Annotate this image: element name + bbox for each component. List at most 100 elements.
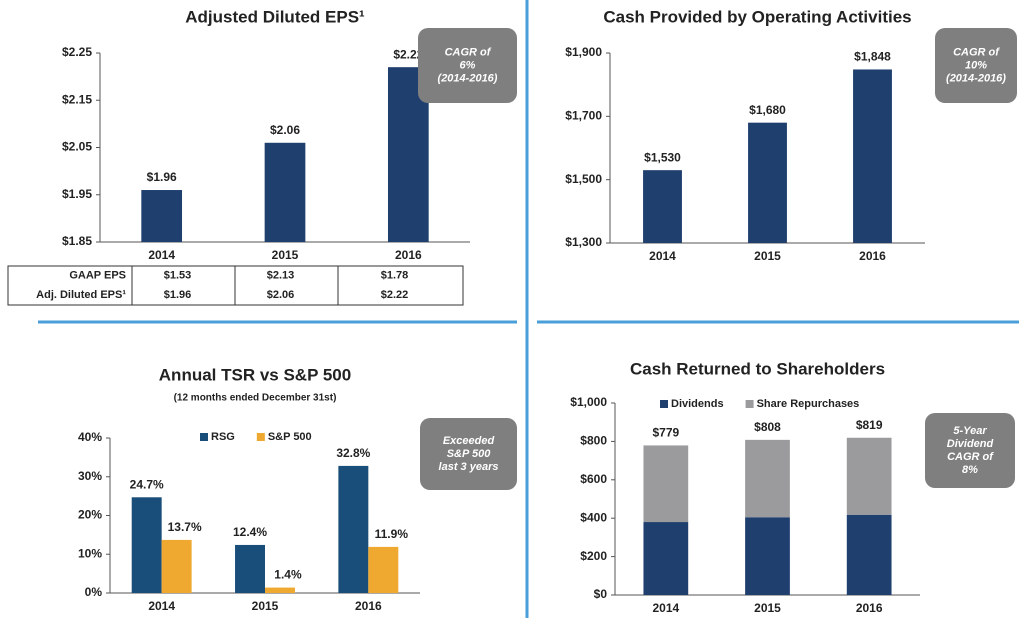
- callout-box: [935, 28, 1017, 103]
- bar: [338, 465, 369, 593]
- table-row-label: GAAP EPS: [69, 270, 126, 282]
- callout-text: (2014-2016): [946, 72, 1006, 84]
- legend-label: Dividends: [671, 398, 724, 410]
- bar-segment: [745, 439, 790, 518]
- bar: [748, 122, 787, 243]
- bar: [131, 497, 162, 593]
- total-label: $808: [754, 420, 781, 434]
- bar: [264, 142, 306, 242]
- value-label: $2.22: [393, 47, 423, 61]
- callout-box: [418, 28, 517, 103]
- y-tick-label: $1,000: [570, 395, 607, 409]
- callout-text: Exceeded: [443, 435, 495, 447]
- x-tick-label: 2016: [395, 248, 422, 262]
- value-label: $1.96: [147, 170, 177, 184]
- value-label: $1,848: [854, 50, 891, 64]
- callout-text: (2014-2016): [438, 72, 498, 84]
- bar-segment: [643, 445, 689, 523]
- x-tick-label: 2015: [272, 248, 299, 262]
- y-tick-label: $2.15: [62, 92, 92, 106]
- y-tick-label: $1.85: [62, 234, 92, 248]
- bar: [643, 170, 682, 243]
- value-label: 24.7%: [130, 477, 164, 491]
- total-label: $819: [856, 418, 883, 432]
- x-tick-label: 2015: [252, 599, 279, 613]
- callout-text: last 3 years: [439, 461, 499, 473]
- legend-swatch: [256, 433, 265, 441]
- y-tick-label: $800: [580, 434, 607, 448]
- bar: [235, 544, 265, 593]
- y-tick-label: $1,700: [565, 109, 602, 123]
- bar: [853, 69, 892, 243]
- callout-text: S&P 500: [447, 448, 492, 460]
- bar-segment: [846, 514, 892, 595]
- legend-swatch: [660, 400, 668, 408]
- y-tick-label: $1.95: [62, 187, 92, 201]
- y-tick-label: $1,300: [565, 235, 602, 249]
- callout-box: [420, 418, 517, 490]
- chart-subtitle: (12 months ended December 31st): [174, 393, 337, 404]
- x-tick-label: 2016: [859, 249, 886, 263]
- legend-label: RSG: [211, 431, 235, 443]
- bar-segment: [643, 522, 689, 595]
- x-tick-label: 2014: [148, 599, 175, 613]
- table-cell: $2.22: [381, 289, 409, 301]
- legend-swatch: [745, 400, 754, 408]
- bar: [161, 539, 192, 593]
- table-cell: $2.06: [267, 289, 295, 301]
- y-tick-label: 10%: [78, 546, 102, 560]
- value-label: $2.06: [270, 123, 300, 137]
- x-tick-label: 2014: [649, 249, 676, 263]
- x-tick-label: 2014: [652, 601, 679, 615]
- value-label: 1.4%: [274, 568, 302, 582]
- callout-text: 5-Year: [953, 425, 987, 437]
- y-tick-label: $600: [580, 472, 607, 486]
- callout-text: 10%: [965, 59, 987, 71]
- table-cell: $1.78: [381, 270, 409, 282]
- callout-text: CAGR of: [947, 451, 994, 463]
- bar: [368, 546, 399, 593]
- table-row-label: Adj. Diluted EPS¹: [36, 289, 126, 301]
- y-tick-label: 30%: [78, 469, 102, 483]
- callout-box: [925, 413, 1015, 488]
- y-tick-label: $1,500: [565, 172, 602, 186]
- x-tick-label: 2016: [856, 601, 883, 615]
- chart-title: Annual TSR vs S&P 500: [159, 365, 351, 384]
- x-tick-label: 2016: [355, 599, 382, 613]
- y-tick-label: $0: [594, 587, 608, 601]
- table-cell: $1.96: [164, 289, 192, 301]
- y-tick-label: 0%: [85, 585, 103, 599]
- bar-segment: [745, 517, 790, 595]
- y-tick-label: $200: [580, 549, 607, 563]
- callout-text: Dividend: [947, 438, 994, 450]
- x-tick-label: 2014: [148, 248, 175, 262]
- value-label: 32.8%: [336, 446, 370, 460]
- table-cell: $1.53: [164, 270, 192, 282]
- value-label: 12.4%: [233, 525, 267, 539]
- legend-swatch: [200, 433, 208, 441]
- legend-label: S&P 500: [268, 431, 312, 443]
- y-tick-label: $1,900: [565, 45, 602, 59]
- table-cell: $2.13: [267, 270, 295, 282]
- y-tick-label: $2.05: [62, 140, 92, 154]
- value-label: 13.7%: [168, 520, 202, 534]
- bar-segment: [846, 437, 892, 515]
- y-tick-label: $2.25: [62, 45, 92, 59]
- y-tick-label: 20%: [78, 508, 102, 522]
- y-tick-label: $400: [580, 510, 607, 524]
- value-label: $1,680: [749, 103, 786, 117]
- chart-title: Cash Returned to Shareholders: [630, 359, 885, 378]
- callout-text: CAGR of: [953, 46, 1000, 58]
- value-label: 11.9%: [375, 527, 409, 541]
- y-tick-label: 40%: [78, 430, 102, 444]
- callout-text: 8%: [962, 464, 978, 476]
- x-tick-label: 2015: [754, 601, 781, 615]
- value-label: $1,530: [644, 150, 681, 164]
- x-tick-label: 2015: [754, 249, 781, 263]
- total-label: $779: [652, 426, 679, 440]
- chart-title: Adjusted Diluted EPS¹: [185, 7, 365, 26]
- callout-text: CAGR of: [445, 46, 492, 58]
- chart-title: Cash Provided by Operating Activities: [603, 7, 911, 26]
